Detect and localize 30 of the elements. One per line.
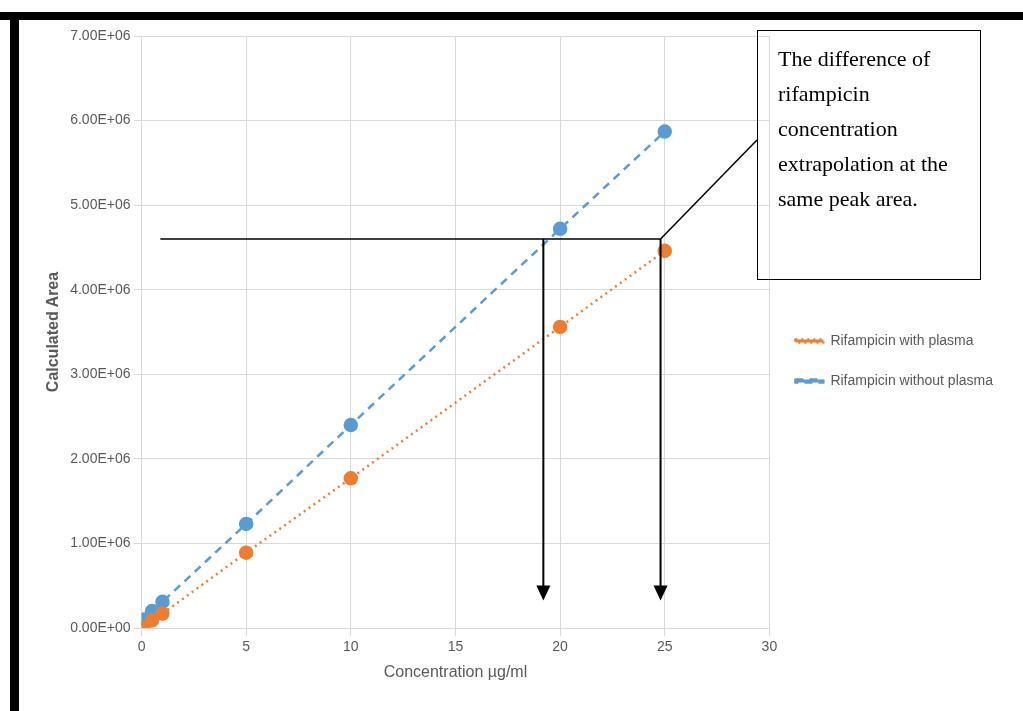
point [343,471,359,486]
x-tick-label: 10 [343,638,359,655]
y-tick-label: 1.00E+06 [70,534,131,551]
x-tick-label: 15 [447,638,464,655]
callout-box: The difference of rifampicin concentration extrapolation at the same peak area. [757,30,981,280]
point [155,594,170,610]
point [144,613,160,628]
point [155,606,170,621]
x-tick-label: 20 [552,638,569,655]
y-tick-label: 0.00E+00 [70,618,131,635]
x-tick-label: 25 [656,638,673,655]
y-axis-title: Calculated Area [44,271,62,393]
point [552,221,568,237]
x-axis-title: Concentration µg/ml [383,662,528,680]
legend-label: Rifampicin without plasma [830,371,994,388]
x-tick-label: 5 [242,638,251,655]
y-tick-label: 6.00E+06 [70,111,131,128]
y-tick-label: 2.00E+06 [70,449,131,466]
y-tick-label: 4.00E+06 [70,280,131,297]
point [238,545,254,560]
point [343,417,359,433]
y-tick-label: 3.00E+06 [70,365,131,382]
point [238,516,254,532]
x-tick-label: 30 [761,638,778,655]
legend-label: Rifampicin with plasma [830,331,974,348]
point [552,319,568,335]
point [657,124,672,139]
y-tick-label: 5.00E+06 [70,196,131,212]
y-tick-label: 7.00E+06 [70,26,131,43]
x-tick-label: 0 [137,638,146,655]
